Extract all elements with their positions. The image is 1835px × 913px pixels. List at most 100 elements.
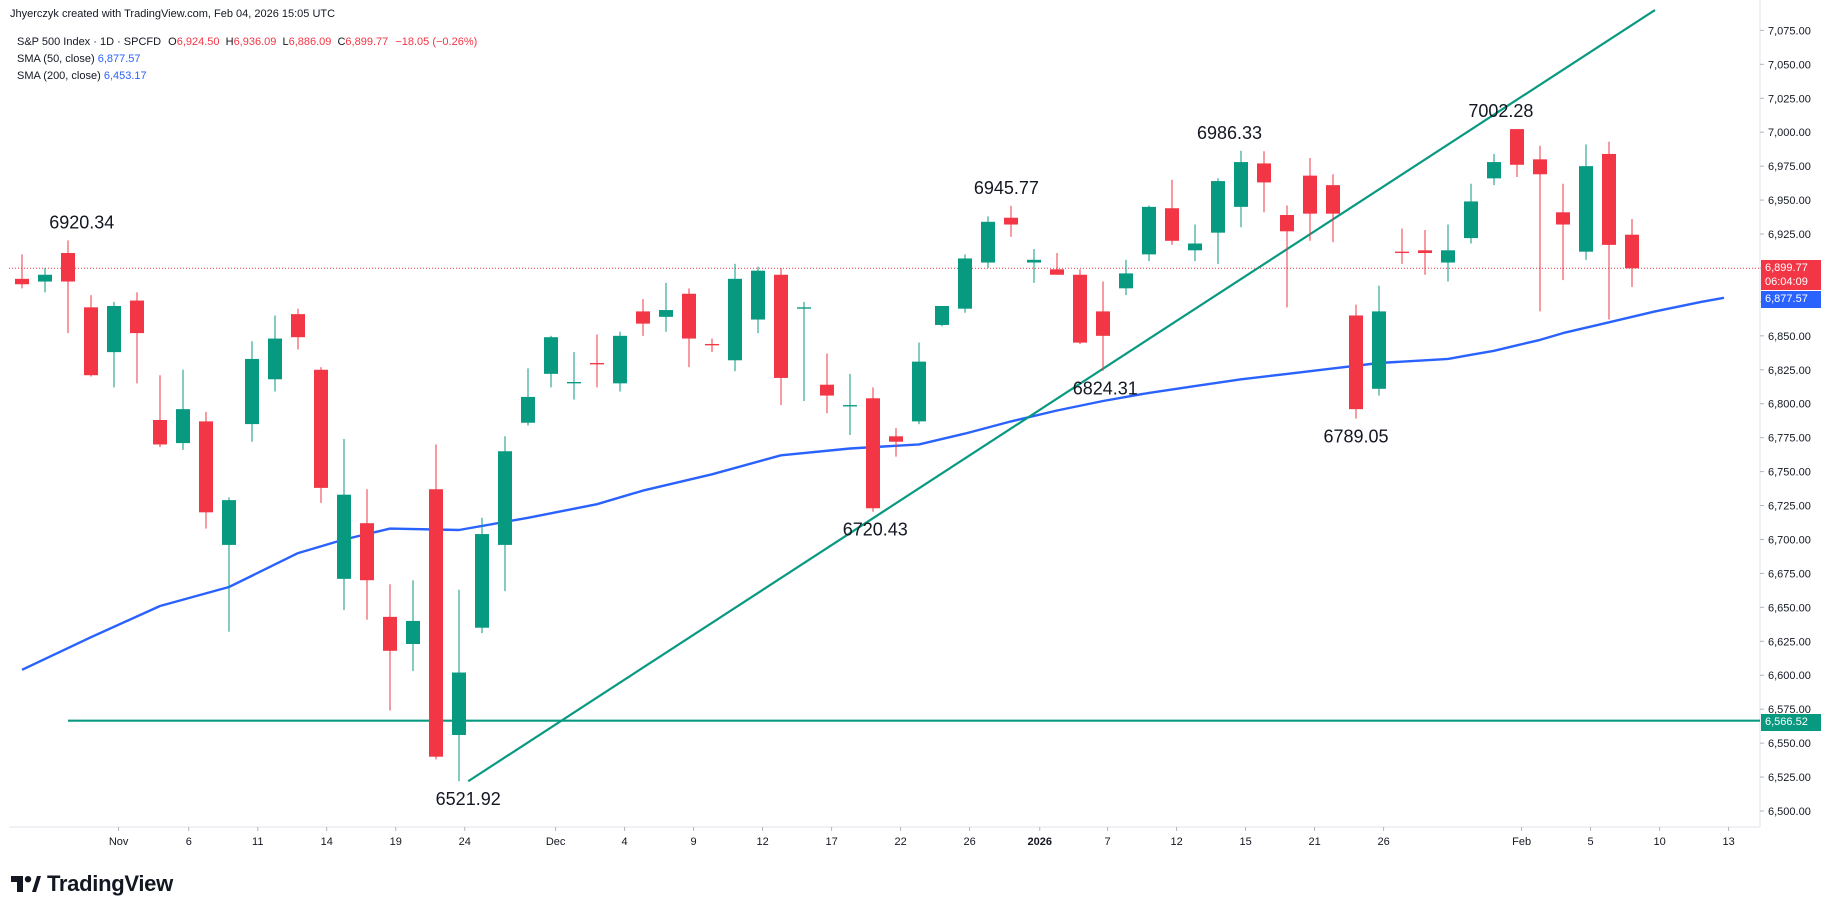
symbol-label: S&P 500 Index · 1D · SPCFD — [17, 36, 162, 48]
tradingview-logo[interactable]: TradingView — [11, 871, 173, 897]
price-annotation: 7002.28 — [1468, 101, 1533, 121]
price-axis-label: 6,575.00 — [1768, 704, 1811, 716]
candle — [682, 288, 696, 368]
candle — [1326, 174, 1340, 243]
high-key: H — [225, 36, 234, 48]
candle — [1418, 229, 1432, 275]
price-axis-label: 6,700.00 — [1768, 534, 1811, 546]
candle — [498, 436, 512, 592]
candle-body — [360, 523, 374, 581]
candle-body — [1510, 129, 1524, 165]
open-key: O — [168, 36, 177, 48]
candle-body — [383, 616, 397, 651]
sma50-line — [21, 296, 1725, 671]
candle-body — [1142, 206, 1156, 255]
candle — [889, 428, 903, 457]
candle — [429, 444, 443, 760]
price-axis-label: 6,800.00 — [1768, 399, 1811, 411]
time-axis-label: 22 — [894, 836, 906, 848]
candle-body — [636, 311, 650, 324]
candle — [1441, 224, 1455, 282]
price-annotation: 6521.92 — [436, 789, 501, 809]
candle-body — [521, 396, 535, 423]
candle — [1188, 224, 1202, 262]
time-axis-label: 7 — [1105, 836, 1111, 848]
tradingview-logo-icon — [11, 876, 41, 892]
candle-body — [1602, 153, 1616, 245]
time-axis-label: 5 — [1588, 836, 1594, 848]
sma200-value: 6,453.17 — [103, 70, 147, 82]
candle-body — [176, 409, 190, 444]
candle-body — [1188, 243, 1202, 251]
candle — [245, 341, 259, 442]
price-axis-label: 6,975.00 — [1768, 161, 1811, 173]
candle — [107, 301, 121, 388]
candle — [1073, 269, 1087, 344]
price-axis-label: 6,825.00 — [1768, 365, 1811, 377]
candle-body — [958, 258, 972, 309]
price-axis-label: 6,500.00 — [1768, 806, 1811, 818]
candle — [1280, 205, 1294, 308]
candle — [567, 352, 581, 400]
candle-body — [682, 293, 696, 339]
price-axis-label: 6,850.00 — [1768, 331, 1811, 343]
candle — [843, 373, 857, 435]
candle — [314, 367, 328, 503]
candle — [1464, 183, 1478, 244]
candle-body — [567, 381, 581, 384]
time-axis-label: 19 — [390, 836, 402, 848]
candle-body — [981, 221, 995, 263]
candle-body — [1027, 259, 1041, 263]
candle — [774, 267, 788, 406]
candle — [268, 315, 282, 392]
candle-body — [820, 384, 834, 396]
time-axis-label: 9 — [691, 836, 697, 848]
candle-body — [728, 278, 742, 361]
candle — [1027, 248, 1041, 283]
candle-body — [613, 335, 627, 384]
candle-body — [889, 436, 903, 442]
candle-body — [84, 307, 98, 376]
sma200-label: SMA (200, close) — [17, 70, 101, 82]
price-axis-label: 6,750.00 — [1768, 467, 1811, 479]
candle-body — [751, 270, 765, 320]
support-price-tag: 6,566.52 — [1761, 714, 1821, 731]
price-axis-label: 6,950.00 — [1768, 195, 1811, 207]
candle-body — [797, 307, 811, 309]
price-annotation: 6824.31 — [1073, 379, 1138, 399]
candle-body — [912, 361, 926, 422]
candle-body — [1395, 251, 1409, 254]
price-annotation: 6945.77 — [974, 178, 1039, 198]
price-axis-label: 6,600.00 — [1768, 670, 1811, 682]
chart-legend: S&P 500 Index · 1D · SPCFD O6,924.50 H6,… — [17, 34, 477, 85]
candle — [912, 342, 926, 425]
candle-body — [222, 500, 236, 545]
price-axis-label: 6,775.00 — [1768, 433, 1811, 445]
time-axis-label: 26 — [1377, 836, 1389, 848]
drawing-layer — [9, 9, 1760, 783]
candle — [1510, 129, 1524, 178]
candle — [866, 387, 880, 512]
sma50-value: 6,877.57 — [97, 53, 141, 65]
candle — [383, 584, 397, 711]
candle-body — [866, 398, 880, 509]
candle-body — [291, 314, 305, 338]
candle-body — [774, 274, 788, 378]
candle — [130, 292, 144, 384]
ohlc-row: S&P 500 Index · 1D · SPCFD O6,924.50 H6,… — [17, 34, 477, 51]
price-axis-label: 6,675.00 — [1768, 568, 1811, 580]
candle — [544, 335, 558, 388]
candle — [176, 369, 190, 450]
candle — [199, 411, 213, 529]
price-axis-label: 6,525.00 — [1768, 772, 1811, 784]
sma50-row: SMA (50, close) 6,877.57 — [17, 51, 477, 68]
sma50-label: SMA (50, close) — [17, 53, 95, 65]
candle-body — [590, 362, 604, 365]
candle — [521, 368, 535, 426]
candle — [15, 254, 29, 289]
candle-body — [1004, 217, 1018, 225]
candle — [636, 299, 650, 336]
price-axis-label: 6,650.00 — [1768, 602, 1811, 614]
candle — [1050, 253, 1064, 275]
